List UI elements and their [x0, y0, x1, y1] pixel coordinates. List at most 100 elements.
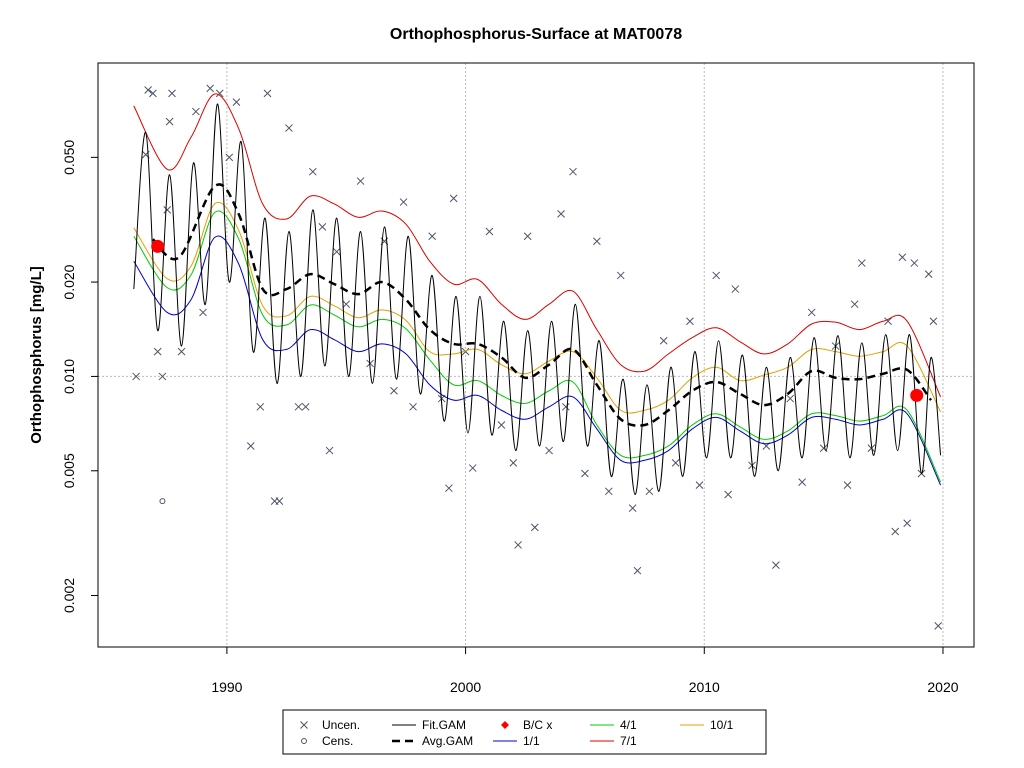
point-cross	[461, 347, 470, 356]
point-cross	[645, 487, 654, 496]
point-cross	[318, 223, 327, 231]
legend-item: 4/1	[590, 718, 637, 732]
point-cross	[910, 259, 919, 267]
legend-swatch	[501, 721, 509, 729]
point-cross	[593, 237, 601, 246]
point-cross	[929, 317, 938, 326]
series-line	[133, 93, 942, 398]
series-line	[133, 201, 942, 414]
point-cross	[659, 336, 668, 345]
y-axis-label: Orthophosphorus [mg/L]	[28, 266, 45, 443]
series-line	[133, 210, 942, 483]
legend-item: Uncen.	[300, 718, 360, 732]
point-cross	[256, 402, 265, 411]
point-cross	[561, 402, 570, 411]
point-bc	[151, 239, 165, 253]
point-cross	[633, 566, 642, 575]
point-cross	[523, 232, 532, 241]
point-cross	[285, 124, 293, 132]
avg-line	[152, 183, 933, 427]
point-cross	[144, 86, 152, 94]
y-tick-label: 0.050	[61, 140, 77, 175]
point-cross	[165, 117, 174, 126]
point-cross	[604, 487, 613, 496]
point-cross	[449, 194, 458, 203]
point-cross	[232, 98, 241, 107]
point-cross	[724, 490, 733, 499]
point-cross	[215, 89, 224, 98]
legend-item: Fit.GAM	[392, 718, 466, 732]
point-bc	[910, 388, 924, 402]
legend-label: Uncen.	[322, 718, 360, 732]
legend-label: Fit.GAM	[422, 718, 466, 732]
x-tick-label: 1990	[211, 679, 242, 695]
point-cross	[294, 402, 303, 411]
point-cross	[445, 484, 453, 493]
legend-item: 10/1	[680, 718, 734, 732]
point-cross	[934, 622, 943, 630]
point-cross	[246, 442, 255, 450]
point-cross	[514, 541, 522, 549]
series-line	[133, 103, 942, 496]
point-cross	[497, 421, 506, 429]
legend-item: 7/1	[590, 734, 637, 748]
y-tick-label: 0.010	[61, 359, 77, 394]
legend-label: 7/1	[620, 734, 637, 748]
point-cross	[557, 210, 565, 218]
legend-label: 10/1	[710, 718, 734, 732]
point-cross	[325, 446, 334, 455]
point-cross	[132, 372, 141, 381]
point-cross	[332, 247, 341, 256]
point-cross	[468, 464, 477, 472]
point-cross	[898, 253, 907, 262]
legend-label: 1/1	[523, 734, 540, 748]
legend-item: 1/1	[493, 734, 540, 748]
point-cross	[158, 372, 167, 381]
point-cross	[850, 300, 859, 309]
point-cross	[192, 107, 200, 116]
y-tick-label: 0.005	[61, 453, 77, 488]
x-tick-label: 2020	[927, 679, 958, 695]
point-cross	[628, 504, 637, 512]
point-cross	[903, 519, 912, 528]
point-cross	[356, 177, 365, 185]
point-cross	[798, 478, 806, 486]
point-cross	[263, 89, 272, 98]
point-cross	[225, 153, 234, 162]
y-tick-label: 0.020	[61, 264, 77, 299]
point-cross	[206, 84, 215, 93]
point-cross	[616, 271, 625, 280]
point-cross	[545, 446, 553, 455]
point-cross	[177, 347, 186, 356]
y-tick-label: 0.002	[61, 578, 77, 613]
point-cross	[530, 523, 539, 532]
point-cross	[163, 205, 172, 214]
point-cross	[731, 285, 740, 293]
chart-title: Orthophosphorus-Surface at MAT0078	[390, 26, 682, 43]
plot-frame	[97, 62, 975, 648]
x-tick-label: 2000	[450, 679, 481, 695]
point-cross	[275, 497, 284, 506]
legend-item: B/C x	[501, 718, 552, 732]
point-censored	[159, 498, 166, 505]
point-cross	[695, 481, 704, 489]
point-cross	[149, 89, 157, 98]
point-cross	[857, 259, 866, 267]
point-cross	[581, 469, 589, 478]
legend-swatch	[300, 721, 308, 729]
point-cross	[884, 317, 892, 326]
point-cross	[485, 227, 494, 236]
point-cross	[772, 561, 780, 569]
point-cross	[409, 402, 417, 411]
legend-label: Cens.	[322, 734, 353, 748]
point-cross	[390, 386, 398, 395]
x-tick-label: 2010	[689, 679, 720, 695]
point-cross	[308, 167, 317, 176]
point-cross	[168, 89, 176, 98]
legend-item: Cens.	[301, 734, 353, 748]
legend-label: B/C x	[523, 718, 552, 732]
point-cross	[807, 308, 816, 317]
point-cross	[786, 394, 795, 403]
